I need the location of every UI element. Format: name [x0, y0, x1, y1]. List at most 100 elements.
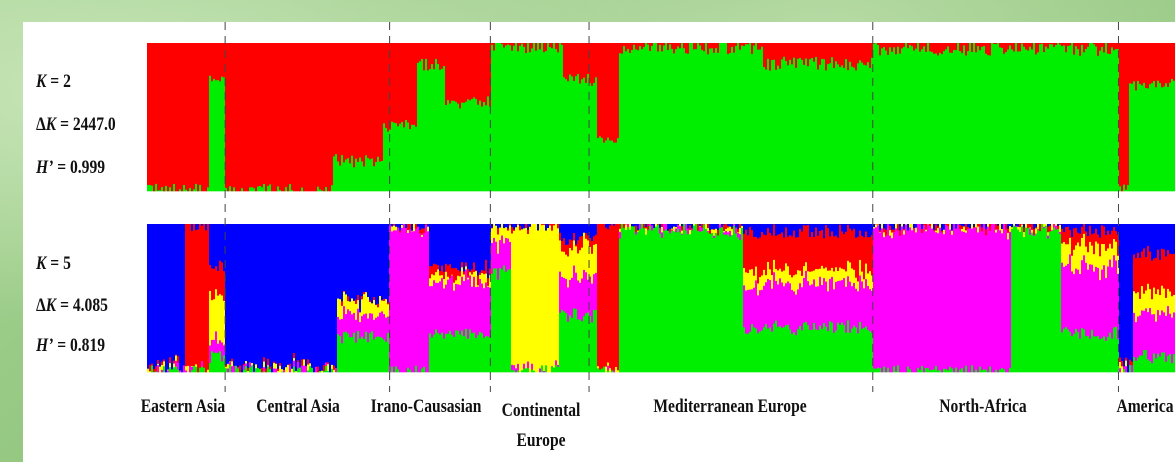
k5-bar-segment	[453, 224, 456, 269]
k5-bar-segment	[165, 224, 168, 373]
k2-bar-segment	[173, 43, 176, 185]
k5-bar-segment	[779, 234, 782, 269]
k5-bar-segment	[823, 268, 826, 279]
k5-bar-segment	[673, 231, 676, 373]
k5-bar-segment	[1085, 224, 1088, 232]
k5-bar-segment	[1133, 291, 1136, 314]
k5-bar-segment	[803, 277, 806, 324]
k2-bar-segment	[593, 82, 596, 192]
k5-bar-segment	[295, 224, 298, 372]
k2-bar-segment	[231, 43, 234, 192]
k2-bar-segment	[1071, 43, 1074, 192]
k5-bar-segment	[719, 224, 722, 229]
k2-bar-segment	[945, 49, 948, 192]
k5-bar-segment	[343, 224, 346, 292]
k5-bar-segment	[341, 301, 344, 307]
k5-bar-segment	[407, 367, 410, 373]
k5-bar-segment	[175, 354, 178, 356]
k5-bar-segment	[213, 268, 216, 300]
k5-bar-segment	[473, 276, 476, 333]
k5-bar-segment	[1159, 315, 1162, 357]
k2-bar-segment	[551, 48, 554, 192]
k5-bar-segment	[1111, 338, 1114, 373]
k5-bar-segment	[209, 290, 212, 346]
k2-bar-segment	[989, 43, 992, 56]
k5-bar-segment	[1141, 310, 1144, 356]
k5-bar-segment	[635, 224, 638, 226]
k5-bar-segment	[863, 279, 866, 289]
k2-bar-segment	[709, 48, 712, 192]
k2-bar-segment	[873, 43, 876, 192]
k2-bar-segment	[589, 43, 592, 84]
k5-bar-segment	[879, 232, 882, 369]
k2-bar-segment	[785, 60, 788, 192]
k5-bar-segment	[223, 300, 226, 346]
k5-bar-segment	[959, 224, 962, 226]
k5-bar-segment	[757, 238, 760, 284]
k2-bar-segment	[693, 43, 696, 50]
k5-bar-segment	[459, 224, 462, 272]
k5-bar-segment	[1069, 237, 1072, 255]
k5-bar-segment	[487, 336, 490, 373]
k5-bar-segment	[479, 272, 482, 276]
k5-bar-segment	[873, 227, 876, 229]
k5-bar-segment	[337, 316, 340, 335]
k5-bar-segment	[789, 235, 792, 276]
k5-bar-segment	[587, 224, 590, 236]
k5-bar-segment	[1055, 229, 1058, 373]
k2-bar-segment	[585, 82, 588, 192]
k2-bar-segment	[1065, 52, 1068, 192]
k2-bar-segment	[689, 43, 692, 192]
k5-bar-segment	[167, 369, 170, 371]
k5-bar-segment	[441, 275, 444, 279]
k5-bar-segment	[581, 236, 584, 248]
k5-bar-segment	[755, 280, 758, 329]
k5-bar-segment	[669, 231, 672, 234]
k2-bar-segment	[881, 48, 884, 192]
k2-bar-segment	[773, 59, 776, 192]
k5-bar-segment	[243, 365, 246, 370]
k2-bar-segment	[825, 70, 828, 192]
k5-bar-segment	[1105, 278, 1108, 342]
k5-bar-segment	[741, 224, 744, 227]
k2-bar-segment	[733, 52, 736, 192]
k2-bar-segment	[1111, 43, 1114, 48]
k5-bar-segment	[937, 233, 940, 371]
k5-bar-segment	[553, 367, 556, 373]
k5-bar-segment	[989, 366, 992, 373]
k5-bar-segment	[671, 228, 674, 230]
k5-bar-segment	[1011, 224, 1014, 228]
k5-bar-segment	[1075, 224, 1078, 229]
k5-bar-segment	[561, 309, 564, 373]
k2-bar-segment	[795, 43, 798, 69]
k5-bar-segment	[341, 343, 344, 373]
k5-bar-segment	[307, 364, 310, 371]
k5-bar-segment	[1079, 224, 1082, 235]
k2-bar-segment	[583, 77, 586, 192]
k2-bar-segment	[721, 43, 724, 192]
k5-bar-segment	[213, 224, 216, 269]
k5-bar-segment	[445, 224, 448, 265]
k2-bar-segment	[1131, 43, 1134, 85]
k5-bar-segment	[961, 224, 964, 227]
k5-bar-segment	[629, 229, 632, 373]
k2-bar-segment	[1131, 83, 1134, 192]
k2-bar-segment	[441, 68, 444, 192]
k5-bar-segment	[763, 327, 766, 373]
k5-bar-segment	[753, 327, 756, 373]
k5-bar-segment	[1111, 224, 1114, 231]
k2-bar-segment	[605, 43, 608, 141]
k2-bar-segment	[943, 51, 946, 192]
k2-bar-segment	[275, 43, 278, 192]
k5-bar-segment	[1091, 329, 1094, 373]
k5-bar-segment	[225, 224, 228, 365]
k2-bar-segment	[641, 43, 644, 50]
k5-bar-segment	[565, 254, 568, 280]
k5-bar-segment	[1041, 224, 1044, 373]
k5-bar-segment	[931, 369, 934, 373]
k2-bar-segment	[317, 43, 320, 187]
k5-bar-segment	[599, 369, 602, 373]
k5-bar-segment	[947, 370, 950, 373]
k2-bar-segment	[931, 51, 934, 192]
k2-bar-segment	[1159, 43, 1162, 84]
